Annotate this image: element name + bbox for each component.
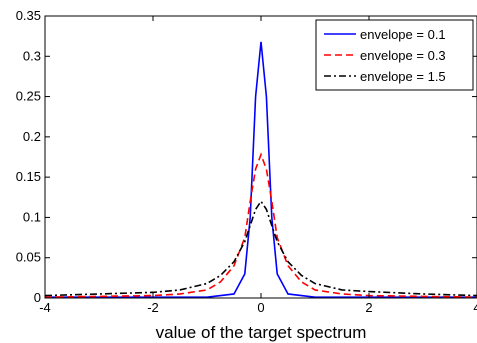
x-axis-label: value of the target spectrum: [156, 323, 367, 342]
x-tick-label: -4: [39, 300, 51, 315]
series-layer: [44, 41, 477, 298]
y-tick-label: 0.05: [16, 250, 41, 265]
x-tick-label: 4: [473, 300, 477, 315]
y-tick-label: 0.35: [16, 8, 41, 23]
legend-label: envelope = 0.3: [360, 48, 446, 63]
x-tick-label: 2: [365, 300, 372, 315]
y-tick-label: 0.15: [16, 169, 41, 184]
x-axis-ticks: -4 -2 0 2 4: [39, 16, 477, 315]
y-tick-label: 0: [34, 290, 41, 305]
legend-box: [315, 19, 474, 91]
series-line-2: [44, 152, 477, 298]
x-tick-label: 0: [257, 300, 264, 315]
legend: envelope = 0.1 envelope = 0.3 envelope = 1…: [315, 19, 474, 91]
y-tick-label: 0.1: [23, 209, 41, 224]
y-tick-label: 0.3: [23, 48, 41, 63]
y-axis-ticks: 0 0.05 0.1 0.15 0.2 0.25 0.3 0.35: [16, 8, 477, 305]
x-tick-label: -2: [147, 300, 159, 315]
y-tick-label: 0.2: [23, 129, 41, 144]
legend-label: envelope = 0.1: [360, 27, 446, 42]
series-line-1: [45, 41, 477, 298]
legend-label: envelope = 1.5: [360, 69, 446, 84]
y-tick-label: 0.25: [16, 89, 41, 104]
